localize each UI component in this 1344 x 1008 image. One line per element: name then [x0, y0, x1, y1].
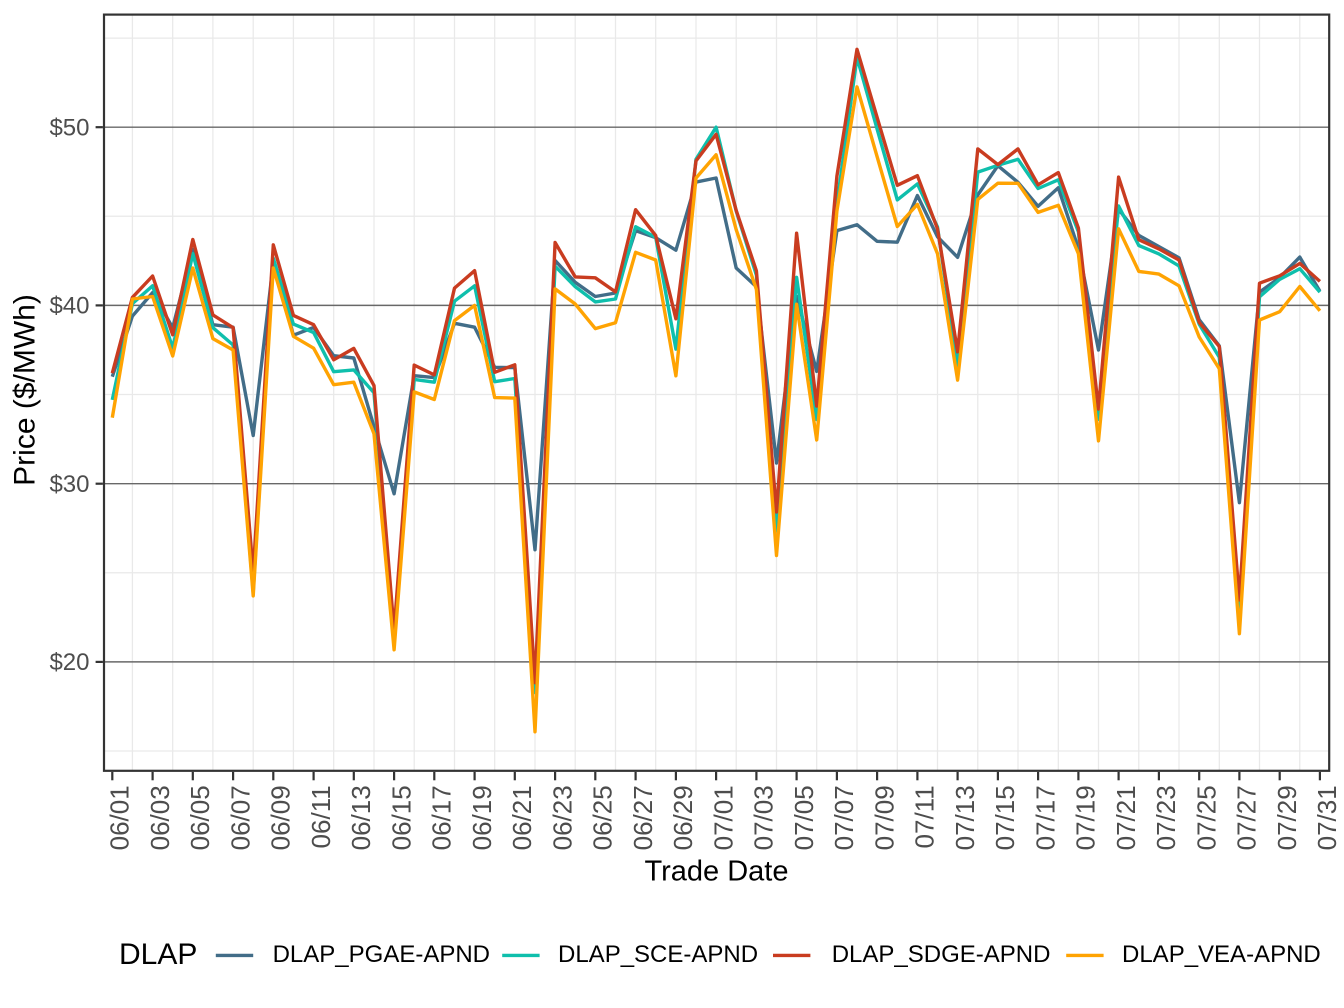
svg-text:$20: $20 — [49, 649, 89, 676]
svg-text:06/01: 06/01 — [105, 785, 135, 850]
svg-text:06/21: 06/21 — [507, 785, 537, 850]
svg-text:06/05: 06/05 — [185, 785, 215, 850]
svg-text:06/03: 06/03 — [145, 785, 175, 850]
svg-text:07/25: 07/25 — [1192, 785, 1222, 850]
svg-text:07/17: 07/17 — [1030, 785, 1060, 850]
svg-text:$50: $50 — [49, 115, 89, 142]
svg-text:07/19: 07/19 — [1071, 785, 1101, 850]
svg-text:06/27: 06/27 — [628, 785, 658, 850]
svg-text:07/21: 07/21 — [1111, 785, 1141, 850]
svg-text:06/07: 06/07 — [225, 785, 255, 850]
svg-text:07/05: 07/05 — [789, 785, 819, 850]
svg-text:07/07: 07/07 — [829, 785, 859, 850]
svg-text:07/11: 07/11 — [910, 785, 940, 848]
svg-text:Price ($/MWh): Price ($/MWh) — [8, 294, 41, 486]
svg-text:06/11: 06/11 — [306, 785, 336, 848]
svg-text:07/15: 07/15 — [990, 785, 1020, 850]
svg-text:DLAP_SCE-APND: DLAP_SCE-APND — [558, 941, 758, 968]
svg-text:$30: $30 — [49, 471, 89, 498]
svg-text:$40: $40 — [49, 293, 89, 320]
svg-text:DLAP_VEA-APND: DLAP_VEA-APND — [1122, 941, 1321, 968]
svg-text:07/09: 07/09 — [869, 785, 899, 850]
svg-text:06/19: 06/19 — [467, 785, 497, 850]
svg-text:07/03: 07/03 — [749, 785, 779, 850]
svg-text:DLAP_SDGE-APND: DLAP_SDGE-APND — [832, 941, 1051, 968]
svg-text:06/09: 06/09 — [266, 785, 296, 850]
svg-text:06/17: 06/17 — [427, 785, 457, 850]
svg-text:07/01: 07/01 — [708, 785, 738, 850]
svg-text:07/27: 07/27 — [1232, 785, 1262, 850]
svg-text:Trade Date: Trade Date — [645, 856, 789, 888]
svg-text:07/29: 07/29 — [1272, 785, 1302, 850]
svg-text:07/31: 07/31 — [1312, 785, 1342, 850]
svg-text:07/13: 07/13 — [950, 785, 980, 850]
svg-text:DLAP: DLAP — [119, 938, 197, 971]
svg-text:06/15: 06/15 — [386, 785, 416, 850]
svg-text:07/23: 07/23 — [1151, 785, 1181, 850]
svg-text:DLAP_PGAE-APND: DLAP_PGAE-APND — [273, 941, 490, 968]
svg-text:06/13: 06/13 — [346, 785, 376, 850]
svg-text:06/25: 06/25 — [588, 785, 618, 850]
svg-text:06/23: 06/23 — [547, 785, 577, 850]
svg-text:06/29: 06/29 — [668, 785, 698, 850]
